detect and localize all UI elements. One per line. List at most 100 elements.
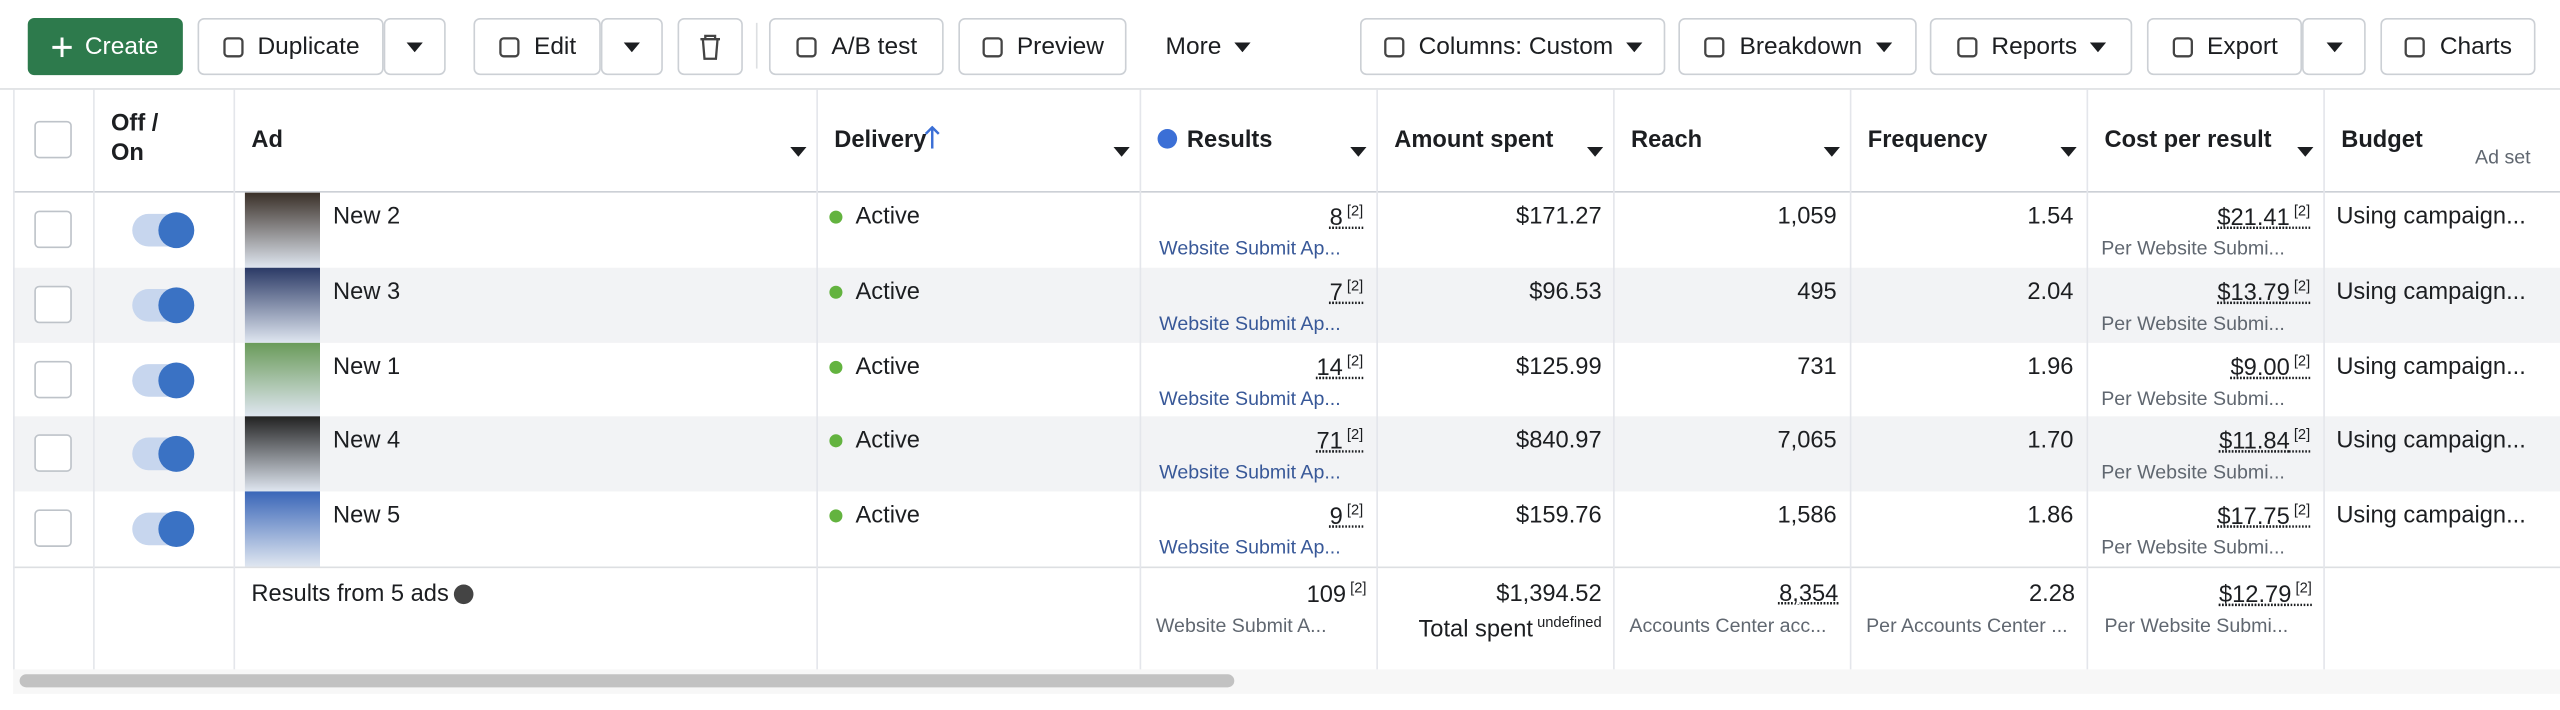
caret xyxy=(1626,41,1643,52)
reach: 1,586 xyxy=(1777,503,1836,529)
summary-frequency: 2.28 xyxy=(2029,581,2075,607)
column-header[interactable]: Delivery xyxy=(834,127,927,154)
value: 1.70 xyxy=(2027,428,2074,455)
column-divider xyxy=(1613,89,1615,670)
summary-top xyxy=(13,566,2560,569)
trash-icon xyxy=(700,33,720,60)
results-label: Website Submit Ap... xyxy=(1159,461,1341,484)
column-header[interactable]: Cost per result xyxy=(2104,127,2272,154)
caret xyxy=(1234,41,1251,52)
row-bg xyxy=(13,267,2560,343)
value: $125.99 xyxy=(1516,353,1602,380)
column-header[interactable]: Amount spent xyxy=(1394,127,1554,154)
ad-name: New 3 xyxy=(333,278,401,305)
icon xyxy=(222,36,244,57)
value: 8,354 xyxy=(1779,581,1839,608)
toggle-knob xyxy=(158,287,195,323)
value: $12.79 xyxy=(2218,582,2292,609)
delivery: Active xyxy=(855,503,920,530)
divider xyxy=(755,22,758,69)
footnote: [2] xyxy=(1342,501,1364,518)
button-label: Edit xyxy=(533,32,577,61)
caret xyxy=(2297,146,2314,157)
column-header[interactable]: Results xyxy=(1186,127,1273,154)
dropdown-button[interactable] xyxy=(2302,17,2366,76)
status-dot xyxy=(829,434,843,448)
frequency: 2.04 xyxy=(2027,279,2073,305)
caret xyxy=(790,146,807,157)
summary-sub: Website Submit A... xyxy=(1155,613,1327,637)
row-checkbox[interactable] xyxy=(34,434,72,473)
column-header[interactable]: Frequency xyxy=(1867,127,1988,154)
toggle[interactable] xyxy=(132,287,195,323)
toolbar-button[interactable]: Edit xyxy=(473,17,601,76)
sort-arrow xyxy=(924,125,940,155)
footnote: [2] xyxy=(2289,501,2311,518)
toolbar-button[interactable]: Breakdown xyxy=(1678,17,1917,76)
results: 9 [2] xyxy=(1330,502,1364,531)
value: $11.84 xyxy=(2219,429,2290,456)
row-checkbox[interactable] xyxy=(34,360,72,398)
value: 1.96 xyxy=(2027,353,2074,380)
footnote: [2] xyxy=(1342,426,1364,444)
row-checkbox[interactable] xyxy=(34,285,72,323)
toggle[interactable] xyxy=(132,436,195,473)
budget: Using campaign... xyxy=(2336,503,2526,530)
icon xyxy=(982,36,1003,57)
value: Total spent xyxy=(1418,616,1533,643)
column-header[interactable]: Off / On xyxy=(111,111,159,167)
cost-label: Per Website Submi... xyxy=(2101,535,2285,559)
button-label: Charts xyxy=(2439,32,2512,61)
column-header[interactable]: Reach xyxy=(1631,127,1703,154)
toolbar-button[interactable]: Create xyxy=(27,17,183,76)
toolbar-button[interactable]: Duplicate xyxy=(197,17,384,76)
row-checkbox[interactable] xyxy=(34,509,72,548)
results: 14 [2] xyxy=(1316,352,1363,381)
toggle[interactable] xyxy=(132,511,195,548)
amount: $171.27 xyxy=(1516,204,1602,230)
toolbar-button[interactable]: Preview xyxy=(958,17,1127,76)
sort-caret xyxy=(2060,136,2077,165)
value: 1.86 xyxy=(2027,503,2074,530)
value: $171.27 xyxy=(1516,204,1602,231)
header-checkbox[interactable] xyxy=(34,120,72,159)
toolbar-button[interactable]: Reports xyxy=(1929,17,2133,76)
row-checkbox[interactable] xyxy=(34,210,72,249)
toolbar-button[interactable]: A/B test xyxy=(768,17,944,76)
delivery: Active xyxy=(855,278,920,305)
icon xyxy=(1704,36,1726,57)
icon xyxy=(1956,36,1978,57)
column-header[interactable]: Ad xyxy=(251,127,284,154)
dropdown-button[interactable] xyxy=(383,17,446,76)
toggle[interactable] xyxy=(132,361,195,398)
left-border xyxy=(13,89,15,670)
results-label: Website Submit Ap... xyxy=(1159,311,1341,335)
column-divider xyxy=(1849,89,1852,670)
column-header[interactable]: Budget xyxy=(2341,127,2423,154)
frequency: 1.86 xyxy=(2027,503,2073,529)
value: $1,394.52 xyxy=(1496,581,1602,608)
status-dot xyxy=(829,360,843,374)
toolbar-button[interactable]: Export xyxy=(2146,17,2303,76)
delete-button[interactable] xyxy=(677,17,743,76)
button-label: A/B test xyxy=(831,32,918,61)
caret xyxy=(1586,146,1604,157)
toggle-knob xyxy=(158,361,195,398)
header-bottom xyxy=(13,191,2560,193)
toolbar-button[interactable]: Columns: Custom xyxy=(1359,17,1666,76)
footnote: undefined xyxy=(1532,613,1602,631)
column-divider xyxy=(93,89,95,670)
button-label: Columns: Custom xyxy=(1418,32,1614,61)
summary-reach: 8,354 xyxy=(1779,581,1838,607)
icon xyxy=(2172,36,2193,57)
toolbar-button[interactable]: Charts xyxy=(2380,17,2536,76)
dropdown-button[interactable] xyxy=(600,17,663,76)
toolbar-button[interactable]: More xyxy=(1142,17,1274,76)
scrollbar-thumb[interactable] xyxy=(19,674,1235,688)
sort-caret xyxy=(1586,136,1604,165)
toggle[interactable] xyxy=(132,212,195,249)
budget: Using campaign... xyxy=(2336,278,2526,305)
value: 1,059 xyxy=(1777,204,1837,231)
results: 7 [2] xyxy=(1330,277,1364,306)
